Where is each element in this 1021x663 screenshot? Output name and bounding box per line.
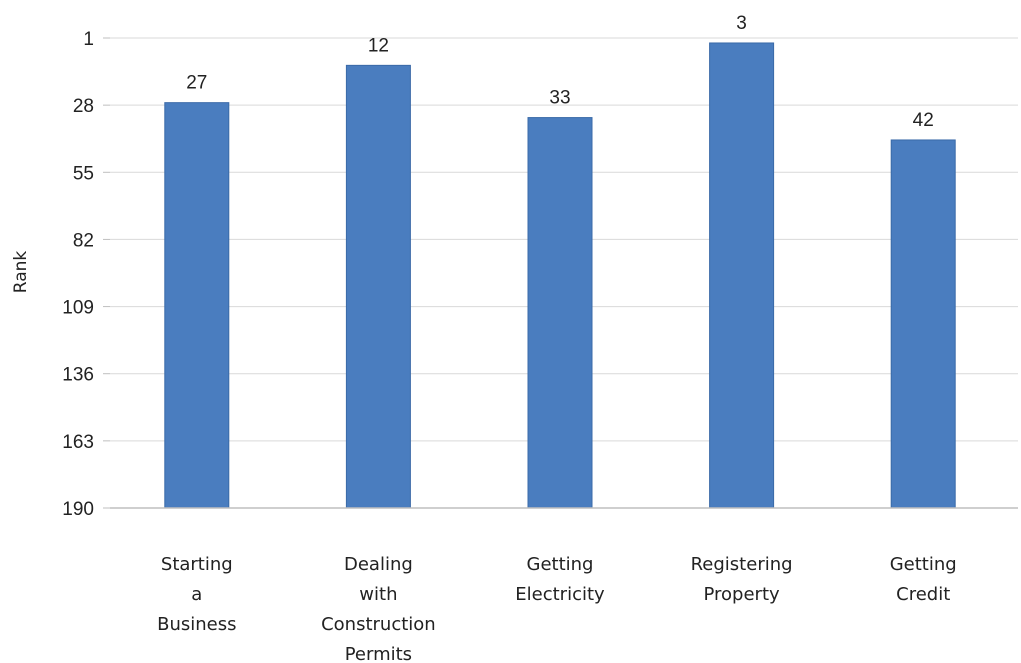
y-tick-label: 28 <box>73 96 94 117</box>
data-label: 42 <box>913 110 934 131</box>
bar <box>345 64 411 509</box>
y-tick-label: 1 <box>83 29 94 50</box>
x-tick-label: Getting Credit <box>890 554 957 605</box>
y-tick-label: 163 <box>62 432 94 453</box>
bars <box>164 42 956 509</box>
x-tick-label: Getting Electricity <box>515 554 605 605</box>
bar <box>890 139 956 509</box>
data-label: 3 <box>736 13 747 34</box>
data-label: 27 <box>186 73 207 94</box>
bar <box>527 117 593 509</box>
y-axis-label: Rank <box>11 251 31 294</box>
y-tick-label: 55 <box>73 163 94 184</box>
axes <box>103 37 1018 509</box>
data-label: 33 <box>549 88 570 109</box>
y-tick-label: 190 <box>62 499 94 520</box>
x-tick-label: Dealing with Construction Permits <box>321 554 436 663</box>
y-tick-label: 82 <box>73 230 94 251</box>
x-tick-labels: Starting a Business Dealing with Construction… <box>157 554 957 663</box>
y-tick-labels: 1 28 55 82 109 136 163 190 <box>62 29 94 520</box>
x-tick-label: Starting a Business <box>157 554 236 635</box>
x-tick-label: Registering Property <box>691 554 793 605</box>
bar <box>709 42 775 509</box>
bar <box>164 102 230 509</box>
data-label: 12 <box>368 35 389 56</box>
y-tick-label: 109 <box>62 298 94 319</box>
y-tick-label: 136 <box>62 365 94 386</box>
